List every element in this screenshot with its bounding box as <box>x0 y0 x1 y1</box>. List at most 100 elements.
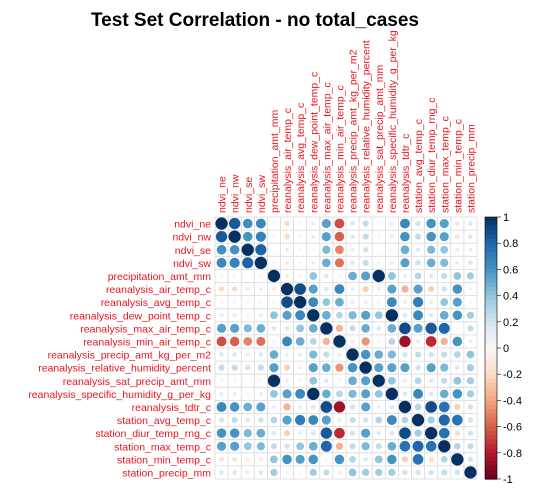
correlation-circle <box>335 297 344 307</box>
correlation-circle <box>350 339 355 344</box>
correlation-circle <box>387 441 397 451</box>
correlation-circle <box>467 430 474 436</box>
correlation-circle <box>428 469 434 476</box>
correlation-circle <box>428 273 434 279</box>
correlation-circle <box>298 405 303 409</box>
correlation-circle <box>267 374 281 387</box>
correlation-circle <box>245 470 250 475</box>
row-label: reanalysis_min_air_temp_c <box>83 336 211 348</box>
correlation-circle <box>467 325 474 332</box>
colorbar-segment <box>485 317 497 323</box>
correlation-circle <box>348 389 357 398</box>
correlation-circle <box>416 339 420 344</box>
correlation-circle <box>296 324 305 333</box>
correlation-circle <box>307 309 320 322</box>
correlation-circle <box>399 440 411 452</box>
correlation-circle <box>284 233 290 240</box>
correlation-circle <box>219 313 224 318</box>
column-label: station_max_temp_c <box>439 116 451 213</box>
correlation-circle <box>215 230 228 243</box>
correlation-circle <box>377 300 381 304</box>
correlation-circle <box>255 244 267 256</box>
correlation-circle <box>244 364 251 371</box>
colorbar-segment <box>485 457 497 463</box>
colorbar-segment <box>485 260 497 266</box>
row-label: precipitation_amt_mm <box>108 271 212 283</box>
correlation-circle <box>246 300 250 304</box>
correlation-circle <box>335 363 344 372</box>
correlation-circle <box>438 440 451 453</box>
correlation-circle <box>413 310 424 321</box>
correlation-circle <box>385 387 398 400</box>
correlation-circle <box>243 402 253 412</box>
correlation-circle <box>362 246 369 253</box>
correlation-circle <box>334 258 345 268</box>
row-label: reanalysis_relative_humidity_percent <box>38 363 211 375</box>
correlation-circle <box>232 456 238 462</box>
correlation-circle <box>308 441 318 451</box>
correlation-circle <box>426 258 436 268</box>
column-label: reanalysis_air_temp_c <box>282 108 294 213</box>
correlation-circle <box>414 377 422 385</box>
column-label: reanalysis_avg_temp_c <box>295 103 307 213</box>
colorbar-tick-label: -0.4 <box>503 395 522 407</box>
correlation-circle <box>323 273 329 279</box>
correlation-circle <box>387 272 396 280</box>
colorbar-segment <box>485 474 497 480</box>
correlation-circle <box>282 454 292 465</box>
row-label: reanalysis_sat_precip_amt_mm <box>63 376 211 388</box>
correlation-circle <box>258 391 263 396</box>
column-label: reanalysis_min_air_temp_c <box>334 85 346 213</box>
column-label: reanalysis_specific_humidity_g_per_kg <box>387 30 399 213</box>
column-label: station_avg_temp_c <box>413 119 425 213</box>
row-label: station_max_temp_c <box>114 441 211 453</box>
colorbar-segment <box>485 365 497 371</box>
correlation-circle <box>452 284 463 294</box>
correlation-circle <box>350 221 355 226</box>
colorbar-segment <box>485 356 497 362</box>
colorbar-segment <box>485 295 497 301</box>
correlation-circle <box>348 376 357 386</box>
correlation-circle <box>454 221 460 226</box>
correlation-circle <box>311 248 315 252</box>
correlation-circle <box>361 337 370 346</box>
colorbar-tick-label: 0 <box>503 343 509 355</box>
correlation-circle <box>403 274 407 278</box>
correlation-circle <box>280 282 294 296</box>
correlation-circle <box>403 378 407 383</box>
correlation-circle <box>348 311 357 320</box>
correlation-circle <box>335 324 344 332</box>
correlation-circle <box>271 430 277 436</box>
correlation-circle <box>324 457 328 461</box>
correlation-circle <box>399 427 411 439</box>
colorbar-segment <box>485 378 497 384</box>
correlation-circle <box>285 247 289 252</box>
correlation-circle <box>390 248 394 252</box>
correlation-circle <box>321 218 331 229</box>
correlation-circle <box>233 300 237 304</box>
correlation-circle <box>402 351 408 358</box>
colorbar-segment <box>485 452 497 458</box>
row-label: ndvi_nw <box>172 232 211 244</box>
colorbar-segment <box>485 374 497 380</box>
correlation-circle <box>441 377 448 384</box>
correlation-circle <box>385 309 398 322</box>
correlation-circle <box>219 470 224 475</box>
correlation-circle <box>428 312 434 318</box>
colorbar-segment <box>485 448 497 454</box>
correlation-circle <box>243 324 252 333</box>
correlation-circle <box>233 379 237 383</box>
correlation-circle <box>321 232 331 242</box>
correlation-circle <box>399 322 411 335</box>
correlation-circle <box>362 233 369 240</box>
correlation-circle <box>334 218 345 229</box>
correlation-circle <box>272 235 276 239</box>
row-label: station_diur_temp_rng_c <box>95 428 211 440</box>
correlation-circle <box>375 443 382 450</box>
correlation-circle <box>428 351 434 358</box>
colorbar-segment <box>485 304 497 310</box>
correlation-circle <box>426 363 436 373</box>
correlation-circle <box>452 336 463 347</box>
correlation-circle <box>259 379 263 383</box>
correlation-circle <box>454 403 461 411</box>
